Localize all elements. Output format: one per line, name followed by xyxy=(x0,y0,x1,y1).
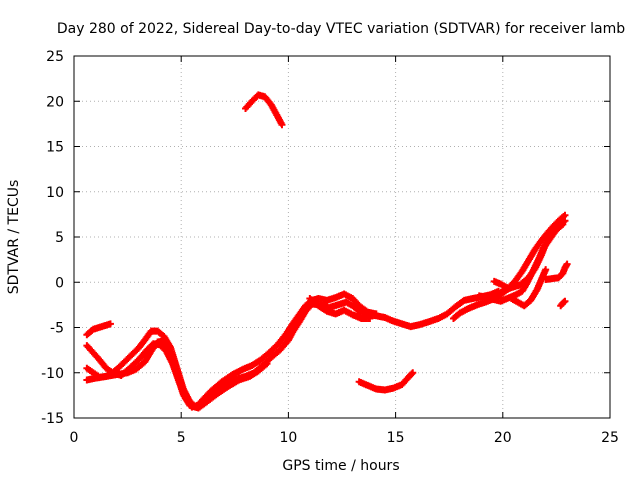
series-track-14 xyxy=(490,277,511,292)
y-tick-label: 0 xyxy=(55,275,64,291)
y-tick-label: 5 xyxy=(55,230,64,246)
data-points xyxy=(83,91,571,412)
x-tick-label: 5 xyxy=(177,430,186,446)
series-track-5 xyxy=(242,91,286,129)
series-track-13 xyxy=(557,297,569,310)
series-track-12 xyxy=(542,260,571,284)
series-track-1 xyxy=(83,320,114,339)
data-point xyxy=(408,370,416,378)
y-axis-label: SDTVAR / TECUs xyxy=(6,180,22,295)
data-point xyxy=(106,320,114,328)
y-tick-label: 20 xyxy=(46,94,64,110)
x-axis-label: GPS time / hours xyxy=(282,458,399,474)
x-tick-label: 20 xyxy=(494,430,512,446)
x-tick-label: 0 xyxy=(70,430,79,446)
y-tick-label: -10 xyxy=(41,366,64,382)
series-track-7 xyxy=(306,295,374,322)
data-point xyxy=(561,297,569,305)
x-tick-label: 10 xyxy=(279,430,297,446)
y-tick-label: -15 xyxy=(41,411,64,427)
y-tick-label: 15 xyxy=(46,140,64,156)
x-tick-label: 15 xyxy=(387,430,405,446)
data-point xyxy=(263,360,271,368)
data-point xyxy=(503,284,511,292)
data-point xyxy=(278,121,286,129)
y-tick-label: 25 xyxy=(46,49,64,65)
y-tick-label: 10 xyxy=(46,185,64,201)
data-point xyxy=(561,217,569,225)
x-tick-label: 25 xyxy=(601,430,619,446)
series-track-6 xyxy=(355,369,417,394)
y-tick-label: -5 xyxy=(50,321,64,337)
data-point xyxy=(409,369,417,377)
data-point xyxy=(563,260,571,268)
data-point xyxy=(372,310,380,318)
data-point xyxy=(366,314,374,322)
data-point xyxy=(542,266,550,274)
data-point xyxy=(558,221,566,229)
data-point xyxy=(559,220,567,228)
axis-ticks: 0 5 10 15 20 25 -15 -10 -5 0 5 10 15 20 25 xyxy=(41,49,619,446)
chart-title: Day 280 of 2022, Sidereal Day-to-day VTE… xyxy=(57,21,625,37)
series-track-4 xyxy=(83,337,271,412)
series-track-11 xyxy=(507,266,550,310)
grid-lines xyxy=(74,56,610,418)
